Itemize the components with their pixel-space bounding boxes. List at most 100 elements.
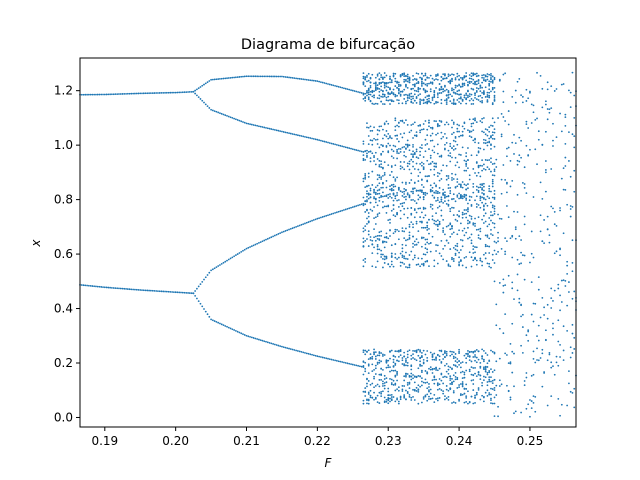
- data-point: [459, 93, 462, 96]
- data-point: [397, 83, 400, 86]
- data-point: [390, 378, 393, 381]
- data-point: [532, 104, 535, 107]
- data-point: [426, 224, 429, 227]
- data-point: [385, 400, 388, 403]
- data-point: [405, 102, 407, 105]
- data-point: [529, 415, 531, 418]
- data-point: [482, 78, 485, 81]
- data-point: [374, 138, 377, 141]
- data-point: [376, 129, 379, 131]
- data-point: [135, 288, 138, 291]
- data-point: [364, 261, 367, 263]
- data-point: [374, 373, 377, 375]
- data-point: [472, 367, 475, 369]
- data-point: [86, 93, 88, 96]
- data-point: [465, 194, 468, 196]
- data-point: [465, 79, 468, 82]
- data-point: [433, 375, 436, 378]
- data-point: [438, 92, 441, 94]
- data-point: [123, 287, 126, 290]
- data-point: [482, 196, 485, 199]
- data-point: [392, 369, 395, 372]
- data-point: [571, 297, 574, 300]
- data-point: [557, 287, 560, 290]
- data-point: [461, 361, 464, 364]
- data-point: [406, 258, 409, 260]
- data-point: [573, 190, 576, 193]
- data-point: [451, 381, 453, 384]
- data-point: [394, 95, 397, 98]
- data-point: [390, 255, 393, 258]
- data-point: [394, 350, 397, 353]
- data-point: [429, 168, 432, 171]
- data-point: [419, 103, 422, 106]
- data-point: [390, 393, 393, 396]
- data-point: [296, 350, 299, 352]
- data-point: [410, 378, 413, 381]
- data-point: [557, 283, 560, 286]
- data-point: [399, 398, 402, 401]
- data-point: [562, 232, 565, 235]
- data-point: [435, 212, 437, 215]
- data-point: [371, 357, 374, 360]
- data-point: [394, 253, 397, 255]
- data-point: [376, 133, 379, 136]
- data-point: [470, 373, 473, 376]
- data-point: [389, 195, 391, 198]
- data-point: [98, 93, 101, 96]
- data-point: [217, 111, 220, 114]
- data-point: [422, 361, 425, 364]
- data-point: [548, 108, 551, 111]
- data-point: [468, 370, 471, 373]
- data-point: [358, 365, 361, 368]
- data-point: [506, 191, 508, 194]
- data-point: [367, 380, 370, 382]
- data-point: [474, 73, 476, 76]
- data-point: [337, 360, 340, 363]
- data-point: [463, 76, 466, 79]
- data-point: [392, 150, 395, 153]
- data-point: [426, 381, 429, 384]
- data-point: [378, 361, 381, 364]
- data-point: [397, 355, 400, 358]
- data-point: [403, 151, 406, 153]
- x-axis-label: F: [325, 456, 333, 470]
- data-point: [185, 91, 188, 93]
- data-point: [420, 189, 423, 192]
- data-point: [435, 78, 437, 80]
- data-point: [486, 354, 489, 356]
- data-point: [541, 240, 544, 243]
- data-point: [573, 336, 576, 339]
- data-point: [415, 238, 418, 241]
- data-point: [422, 396, 425, 398]
- data-point: [490, 266, 492, 269]
- data-point: [514, 142, 517, 145]
- data-point: [417, 189, 420, 192]
- data-point: [477, 147, 480, 149]
- data-point: [408, 381, 411, 384]
- data-point: [482, 185, 485, 188]
- data-point: [417, 257, 420, 260]
- data-point: [405, 119, 407, 122]
- data-point: [112, 287, 115, 289]
- data-point: [424, 247, 427, 250]
- data-point: [289, 348, 292, 350]
- data-point: [362, 230, 365, 233]
- data-point: [445, 141, 448, 144]
- data-point: [389, 377, 391, 380]
- data-point: [490, 387, 492, 390]
- data-point: [401, 261, 404, 264]
- data-point: [367, 363, 370, 366]
- data-point: [378, 373, 381, 376]
- data-point: [378, 234, 381, 237]
- data-point: [167, 290, 170, 293]
- data-point: [491, 137, 494, 140]
- data-point: [408, 182, 411, 184]
- data-point: [472, 168, 475, 170]
- data-point: [516, 258, 519, 261]
- data-point: [459, 76, 462, 79]
- data-point: [196, 88, 198, 91]
- data-point: [459, 371, 462, 374]
- data-point: [390, 79, 393, 82]
- data-point: [382, 390, 384, 393]
